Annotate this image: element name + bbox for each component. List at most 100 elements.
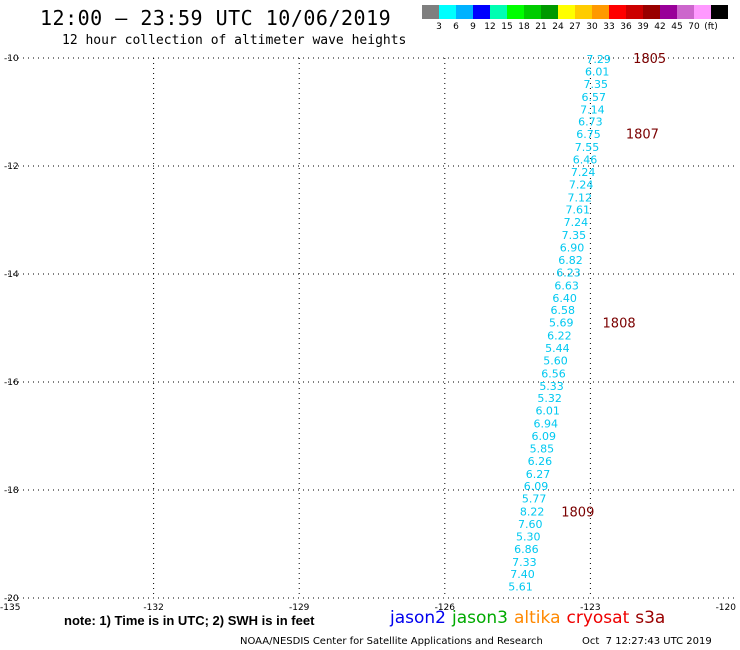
x-tick-label: -129 (289, 603, 310, 613)
color-scale-label: 39 (637, 22, 649, 32)
swh-data-point: 6.01 (585, 66, 610, 79)
swh-data-point: 6.57 (582, 91, 607, 104)
color-scale-label: 30 (586, 22, 598, 32)
y-tick-label: -18 (4, 486, 19, 496)
color-swatch (558, 5, 575, 19)
color-swatch (592, 5, 609, 19)
swh-data-point: 6.22 (547, 330, 572, 343)
color-swatch (473, 5, 490, 19)
swh-data-point: 5.61 (508, 581, 533, 594)
color-swatch (456, 5, 473, 19)
swh-data-point: 5.85 (530, 442, 555, 455)
swh-data-point: 7.24 (569, 178, 594, 191)
swh-data-point: 6.40 (552, 292, 577, 305)
color-scale-label: 24 (552, 22, 564, 32)
swh-data-point: 6.82 (558, 254, 583, 267)
swh-data-point: 7.14 (580, 103, 605, 116)
swh-data-point: 7.35 (583, 78, 608, 91)
x-tick-label: -120 (716, 603, 737, 613)
y-tick-label: -14 (4, 270, 19, 280)
swh-data-point: 6.27 (526, 468, 551, 481)
y-tick-label: -12 (4, 162, 19, 172)
color-swatch (677, 5, 694, 19)
color-swatch (422, 5, 439, 19)
swh-data-point: 5.77 (522, 493, 547, 506)
swh-data-point: 6.73 (578, 116, 603, 129)
swh-data-point: 5.69 (549, 317, 574, 330)
time-label: 1809 (561, 506, 594, 521)
swh-data-point: 6.90 (560, 242, 585, 255)
x-tick-label: -132 (143, 603, 163, 613)
swh-data-point: 6.94 (533, 418, 558, 431)
swh-data-point: 6.09 (532, 430, 557, 443)
swh-data-point: 7.55 (575, 141, 600, 154)
color-scale-label: 21 (535, 22, 547, 32)
x-tick-label: -123 (580, 603, 600, 613)
color-swatch (524, 5, 541, 19)
generated-timestamp: Oct 7 12:27:43 UTC 2019 (582, 636, 712, 647)
color-scale-label: 18 (518, 22, 530, 32)
swh-data-point: 5.30 (516, 530, 541, 543)
color-scale-label: 36 (620, 22, 632, 32)
color-scale-label: 70 (688, 22, 700, 32)
satellite-legend: jason2 jason3 altika cryosat s3a (390, 608, 671, 628)
color-swatch (507, 5, 524, 19)
swh-data-point: 6.75 (576, 128, 601, 141)
swh-data-point: 6.86 (514, 543, 539, 556)
page-title: 12:00 — 23:59 UTC 10/06/2019 (40, 6, 392, 30)
time-label: 1808 (603, 317, 636, 332)
swh-data-point: 5.33 (539, 380, 564, 393)
page-subtitle: 12 hour collection of altimeter wave hei… (62, 33, 407, 48)
color-swatch (609, 5, 626, 19)
swh-data-point: 8.22 (520, 506, 545, 519)
swh-data-point: 6.23 (556, 266, 581, 279)
satellite-label-cryosat: cryosat (566, 608, 630, 628)
swh-data-point: 7.24 (564, 216, 589, 229)
color-swatch (711, 5, 728, 19)
swh-data-point: 6.26 (528, 455, 553, 468)
swh-data-point: 6.46 (573, 154, 598, 167)
swh-data-point: 7.40 (510, 568, 535, 581)
time-label: 1807 (626, 128, 659, 143)
color-swatch (490, 5, 507, 19)
color-scale-label: 9 (470, 22, 476, 32)
x-tick-label: -135 (0, 603, 20, 613)
color-scale-label: 12 (484, 22, 496, 32)
satellite-label-s3a: s3a (635, 608, 666, 628)
color-scale-label: 33 (603, 22, 615, 32)
y-tick-label: -20 (4, 594, 19, 604)
satellite-label-jason3: jason3 (452, 608, 508, 628)
color-scale-label: 42 (654, 22, 666, 32)
color-swatch (439, 5, 456, 19)
time-label: 1805 (633, 52, 666, 67)
swh-data-point: 6.63 (554, 279, 579, 292)
satellite-label-altika: altika (514, 608, 561, 628)
swh-data-point: 7.12 (567, 191, 592, 204)
swh-data-point: 7.61 (566, 204, 591, 217)
swh-data-point: 7.29 (586, 53, 611, 66)
swh-data-point: 5.60 (543, 354, 568, 367)
color-scale-label: 45 (671, 22, 683, 32)
swh-data-point: 6.56 (541, 367, 566, 380)
color-scale-label: 6 (453, 22, 459, 32)
credit-text: NOAA/NESDIS Center for Satellite Applica… (240, 636, 543, 647)
color-swatch (643, 5, 660, 19)
units-note: note: 1) Time is in UTC; 2) SWH is in fe… (64, 613, 315, 628)
color-swatch (541, 5, 558, 19)
swh-data-point: 6.58 (550, 304, 575, 317)
swh-data-point: 7.60 (518, 518, 543, 531)
color-swatch (626, 5, 643, 19)
color-swatch (575, 5, 592, 19)
swh-data-point: 5.44 (545, 342, 570, 355)
color-scale-label: 3 (436, 22, 442, 32)
swh-data-point: 7.35 (562, 229, 587, 242)
satellite-label-jason2: jason2 (390, 608, 446, 628)
color-swatch (694, 5, 711, 19)
color-scale-bar (422, 5, 728, 19)
swh-data-point: 6.01 (535, 405, 560, 418)
color-scale-label: (ft) (704, 22, 718, 32)
y-tick-label: -10 (4, 54, 19, 64)
color-scale-label: 15 (501, 22, 513, 32)
